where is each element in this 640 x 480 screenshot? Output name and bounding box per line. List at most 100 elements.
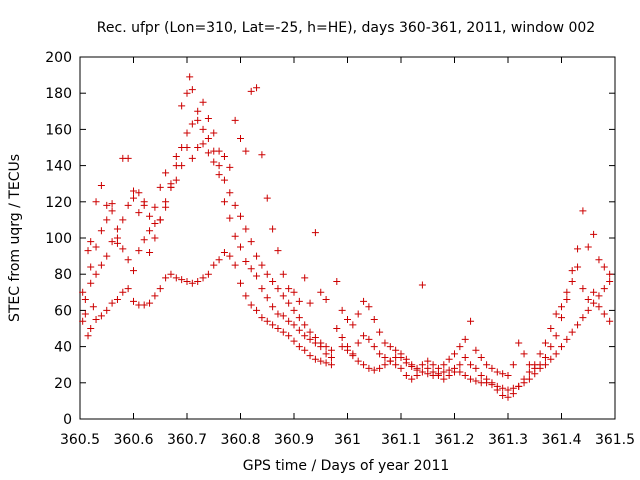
data-point: [183, 277, 191, 285]
data-point: [354, 357, 362, 365]
data-point: [204, 115, 212, 123]
data-point: [290, 306, 298, 314]
data-point: [274, 247, 282, 255]
data-point: [113, 234, 121, 242]
data-point: [274, 285, 282, 293]
data-point: [87, 238, 95, 246]
data-point: [81, 310, 89, 318]
data-point: [397, 353, 405, 361]
y-tick-label: 80: [54, 267, 72, 283]
data-points: [79, 73, 614, 401]
data-point: [84, 247, 92, 255]
data-point: [590, 230, 598, 238]
data-point: [290, 321, 298, 329]
data-point: [531, 361, 539, 369]
data-point: [381, 353, 389, 361]
data-point: [199, 98, 207, 106]
data-point: [301, 274, 309, 282]
data-point: [84, 332, 92, 340]
data-point: [263, 270, 271, 278]
data-point: [499, 391, 507, 399]
y-tick-label: 20: [54, 376, 72, 392]
data-point: [504, 393, 512, 401]
data-point: [92, 243, 100, 251]
data-point: [317, 288, 325, 296]
data-point: [365, 303, 373, 311]
data-point: [242, 258, 250, 266]
data-point: [97, 312, 105, 320]
data-point: [274, 310, 282, 318]
data-point: [472, 346, 480, 354]
data-point: [429, 368, 437, 376]
data-point: [226, 163, 234, 171]
data-point: [461, 372, 469, 380]
data-point: [483, 361, 491, 369]
data-point: [344, 346, 351, 354]
data-point: [231, 261, 239, 269]
data-point: [349, 321, 357, 329]
y-tick-label: 120: [45, 195, 72, 211]
data-point: [558, 303, 565, 311]
data-point: [279, 292, 287, 300]
data-point: [552, 310, 560, 318]
data-point: [306, 335, 314, 343]
data-point: [370, 366, 378, 374]
data-point: [606, 270, 614, 278]
data-point: [563, 288, 571, 296]
data-point: [188, 86, 196, 94]
data-point: [606, 317, 614, 325]
x-tick-label: 361.4: [541, 432, 581, 448]
data-point: [167, 183, 175, 191]
data-point: [306, 299, 314, 307]
data-point: [188, 120, 196, 128]
x-tick-label: 360.9: [274, 432, 314, 448]
x-tick-label: 361.3: [488, 432, 528, 448]
data-point: [440, 361, 448, 369]
data-point: [301, 332, 309, 340]
data-point: [178, 276, 186, 284]
data-point: [574, 263, 582, 271]
data-point: [338, 306, 346, 314]
x-tick-label: 361.5: [595, 432, 635, 448]
data-point: [130, 194, 137, 202]
data-point: [515, 382, 523, 390]
data-point: [568, 267, 576, 275]
data-point: [92, 315, 100, 323]
data-point: [178, 162, 186, 170]
data-point: [194, 107, 202, 115]
data-point: [360, 332, 368, 340]
data-point: [97, 227, 105, 235]
y-tick-label: 140: [45, 159, 72, 175]
data-point: [285, 332, 293, 340]
data-point: [172, 153, 180, 161]
data-point: [322, 296, 330, 304]
data-point: [354, 310, 362, 318]
x-axis-label: GPS time / Days of year 2011: [243, 458, 450, 474]
data-point: [467, 317, 475, 325]
data-point: [172, 274, 180, 282]
data-point: [253, 84, 261, 92]
data-point: [140, 198, 148, 206]
data-point: [204, 134, 212, 142]
data-point: [354, 339, 362, 347]
data-point: [253, 252, 261, 260]
data-point: [509, 390, 517, 398]
data-point: [269, 321, 277, 329]
data-point: [242, 292, 250, 300]
data-point: [220, 176, 228, 184]
data-point: [509, 361, 517, 369]
data-point: [140, 301, 148, 309]
data-point: [124, 285, 132, 293]
data-point: [151, 203, 159, 211]
data-point: [488, 379, 496, 387]
data-point: [237, 279, 244, 287]
data-point: [237, 243, 244, 251]
data-point: [408, 363, 416, 371]
data-point: [258, 314, 266, 322]
data-point: [477, 353, 485, 361]
data-point: [124, 154, 132, 162]
data-point: [247, 238, 255, 246]
data-point: [194, 116, 202, 124]
data-point: [295, 343, 303, 351]
